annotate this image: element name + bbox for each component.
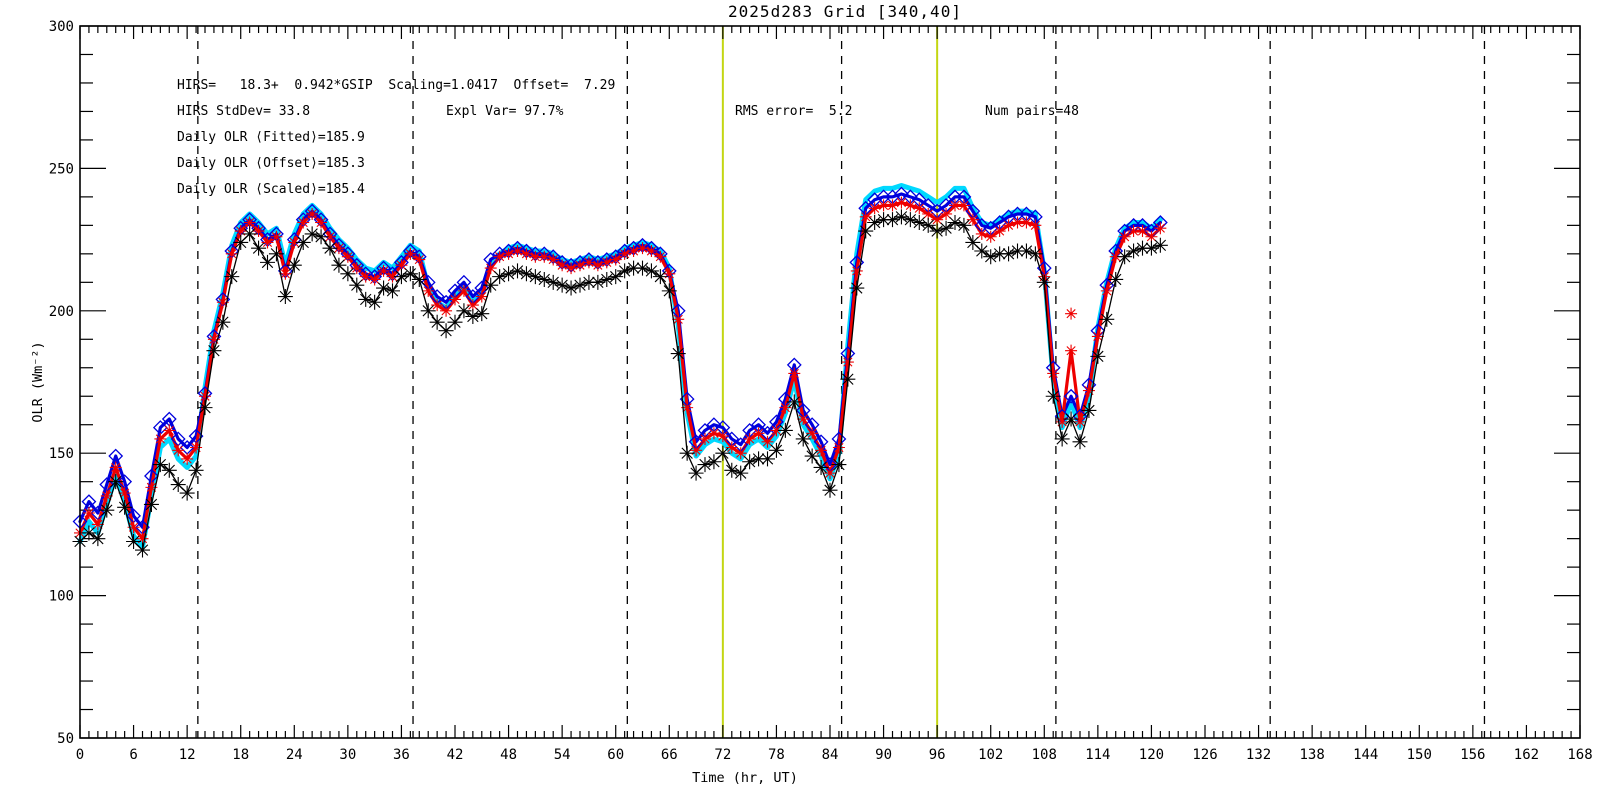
series-cyan-scaled — [77, 182, 1163, 550]
x-tick-label: 66 — [661, 747, 678, 763]
x-tick-label: 72 — [714, 747, 731, 763]
annotation-daily-olr-offset: Daily OLR ⟨Offset⟩=185.3 — [177, 156, 365, 171]
x-tick-label: 24 — [286, 747, 303, 763]
axis-ticks: 0 6 12 18 24 30 36 42 48 54 60 66 72 78 84 90 96 102 108 11… — [49, 19, 1593, 763]
x-tick-label: 6 — [129, 747, 137, 763]
annotation-expl-var: Expl Var= 97.7% — [446, 104, 564, 119]
annotation-num-pairs: Num pairs=48 — [985, 104, 1079, 119]
x-tick-label: 126 — [1192, 747, 1217, 763]
x-tick-label: 18 — [232, 747, 249, 763]
y-axis-label: OLR (Wm⁻²) — [30, 341, 46, 422]
x-tick-label: 156 — [1460, 747, 1485, 763]
y-tick-label: 150 — [49, 446, 74, 462]
annotation-fit-equation: HIRS= 18.3+ 0.942*GSIP Scaling=1.0417 Of… — [177, 78, 615, 93]
annotation-rms-error: RMS error= 5.2 — [735, 104, 852, 119]
chart-title: 2025d283 Grid [340,40] — [728, 2, 962, 21]
x-tick-label: 54 — [554, 747, 571, 763]
y-tick-label: 250 — [49, 161, 74, 177]
plot-frame — [79, 25, 1581, 739]
y-tick-label: 300 — [49, 19, 74, 35]
x-tick-label: 42 — [447, 747, 464, 763]
x-tick-label: 0 — [76, 747, 84, 763]
x-axis-label: Time (hr, UT) — [692, 770, 798, 786]
annotation-hirs-stddev: HIRS StdDev= 33.8 — [177, 104, 310, 119]
x-tick-label: 102 — [978, 747, 1003, 763]
generated-plot-layers: 0 6 12 18 24 30 36 42 48 54 60 66 72 78 84 90 96 102 108 11… — [49, 19, 1593, 763]
x-tick-label: 30 — [339, 747, 356, 763]
x-tick-label: 150 — [1407, 747, 1432, 763]
x-tick-label: 12 — [179, 747, 196, 763]
x-tick-label: 138 — [1299, 747, 1324, 763]
x-tick-label: 36 — [393, 747, 410, 763]
series-black-hirs — [72, 209, 1168, 558]
annotation-daily-olr-fitted: Daily OLR ⟨Fitted⟩=185.9 — [177, 130, 365, 145]
outlier-markers — [1065, 307, 1078, 320]
dashed-reference-lines — [197, 26, 1486, 738]
x-tick-label: 144 — [1353, 747, 1378, 763]
solid-reference-lines — [721, 26, 939, 738]
x-tick-label: 168 — [1567, 747, 1592, 763]
x-tick-label: 132 — [1246, 747, 1271, 763]
x-tick-label: 60 — [607, 747, 624, 763]
annotation-daily-olr-scaled: Daily OLR ⟨Scaled⟩=185.4 — [177, 182, 365, 197]
x-tick-label: 162 — [1514, 747, 1539, 763]
x-tick-label: 84 — [822, 747, 839, 763]
x-tick-label: 108 — [1032, 747, 1057, 763]
x-tick-label: 96 — [929, 747, 946, 763]
y-tick-label: 100 — [49, 589, 74, 605]
y-tick-label: 200 — [49, 304, 74, 320]
x-tick-label: 120 — [1139, 747, 1164, 763]
x-tick-label: 114 — [1085, 747, 1110, 763]
y-tick-label: 50 — [57, 731, 74, 747]
x-tick-label: 48 — [500, 747, 517, 763]
x-tick-label: 78 — [768, 747, 785, 763]
x-tick-label: 90 — [875, 747, 892, 763]
